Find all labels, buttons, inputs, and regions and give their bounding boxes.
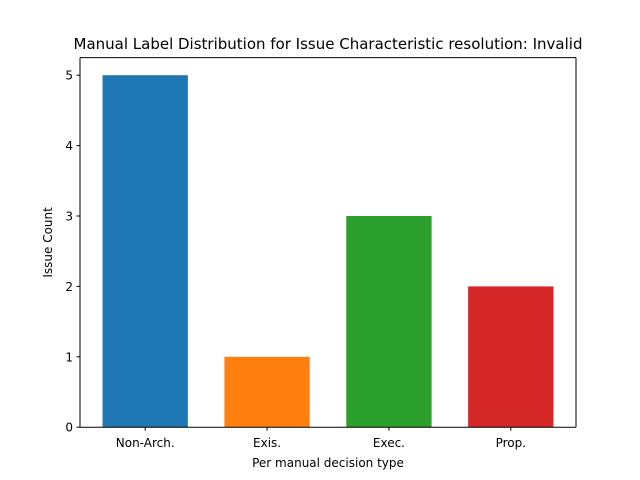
x-tick-label-3: Prop.	[496, 436, 526, 450]
x-ticks: Non-Arch. Exis. Exec. Prop.	[116, 427, 526, 450]
bar-1	[224, 356, 310, 428]
bar-0	[102, 75, 188, 428]
y-tick-label-4: 4	[65, 139, 73, 153]
x-tick-label-2: Exec.	[373, 436, 405, 450]
bar-3	[468, 286, 554, 428]
y-tick-label-1: 1	[65, 350, 73, 364]
y-axis-label: Issue Count	[41, 207, 55, 278]
y-tick-label-0: 0	[65, 421, 73, 435]
chart-title: Manual Label Distribution for Issue Char…	[74, 35, 583, 53]
axes-frame	[79, 57, 577, 428]
x-tick-label-1: Exis.	[253, 436, 281, 450]
y-tick-label-3: 3	[65, 210, 73, 224]
y-ticks: 0 1 2 3 4 5	[65, 69, 80, 435]
bar-2	[346, 216, 432, 428]
y-tick-label-5: 5	[65, 69, 73, 83]
y-tick-label-2: 2	[65, 280, 73, 294]
x-tick-label-0: Non-Arch.	[116, 436, 175, 450]
bars-layer	[102, 75, 554, 428]
x-axis-label: Per manual decision type	[252, 456, 404, 470]
